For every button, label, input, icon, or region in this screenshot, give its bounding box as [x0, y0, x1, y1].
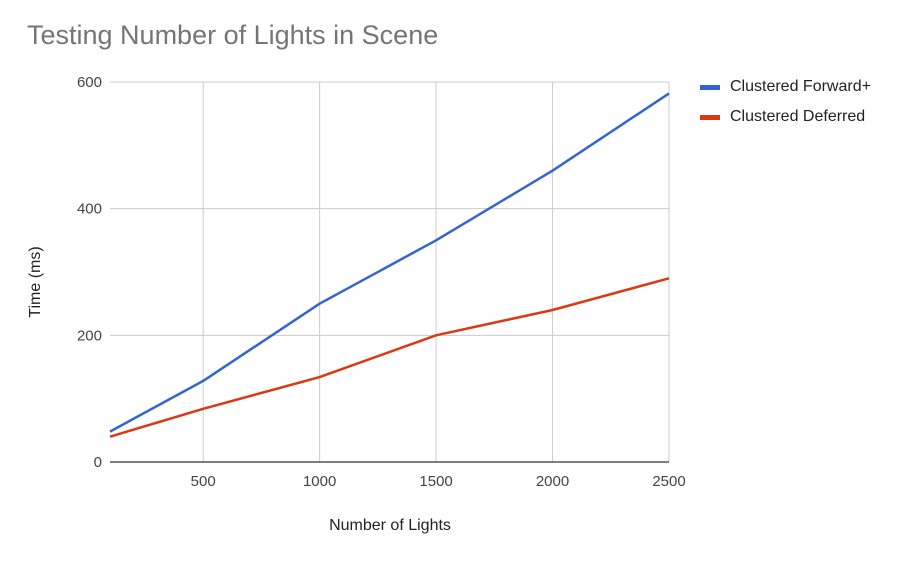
- series-line-clustered-deferred: [109, 277, 670, 438]
- tick-labels: 0 200 400 600 500 1000 1500 2000 2500: [77, 74, 686, 490]
- x-tick-label-1500: 1500: [419, 473, 452, 490]
- y-tick-label-400: 400: [77, 201, 102, 218]
- series-lines: [109, 92, 670, 438]
- y-tick-label-600: 600: [77, 74, 102, 91]
- legend-item-forward: Clustered Forward+: [700, 72, 871, 102]
- x-tick-label-1000: 1000: [303, 473, 336, 490]
- legend-swatch-deferred: [700, 114, 720, 120]
- series-line-clustered-forward: [109, 92, 670, 433]
- x-axis-label: Number of Lights: [329, 517, 451, 534]
- grid-lines: [110, 81, 670, 462]
- x-tick-label-2500: 2500: [652, 473, 685, 490]
- y-tick-label-200: 200: [77, 327, 102, 344]
- x-tick-label-2000: 2000: [536, 473, 569, 490]
- y-axis-label: Time (ms): [27, 246, 44, 317]
- legend-label-deferred: Clustered Deferred: [730, 108, 866, 125]
- y-tick-label-0: 0: [94, 454, 102, 471]
- legend-swatch-forward: [700, 84, 720, 90]
- legend: Clustered Forward+ Clustered Deferred: [700, 72, 871, 132]
- legend-item-deferred: Clustered Deferred: [700, 102, 871, 132]
- legend-label-forward: Clustered Forward+: [730, 78, 871, 95]
- chart-title: Testing Number of Lights in Scene: [27, 20, 439, 50]
- x-tick-label-500: 500: [191, 473, 216, 490]
